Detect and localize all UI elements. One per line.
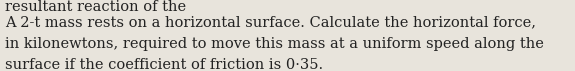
Text: A 2-t mass rests on a horizontal surface. Calculate the horizontal force,: A 2-t mass rests on a horizontal surface… <box>5 16 535 30</box>
Text: in kilonewtons, required to move this mass at a uniform speed along the: in kilonewtons, required to move this ma… <box>5 37 543 51</box>
Text: surface if the coefficient of friction is 0·35.: surface if the coefficient of friction i… <box>5 58 323 71</box>
Text: resultant reaction of the: resultant reaction of the <box>5 0 186 14</box>
